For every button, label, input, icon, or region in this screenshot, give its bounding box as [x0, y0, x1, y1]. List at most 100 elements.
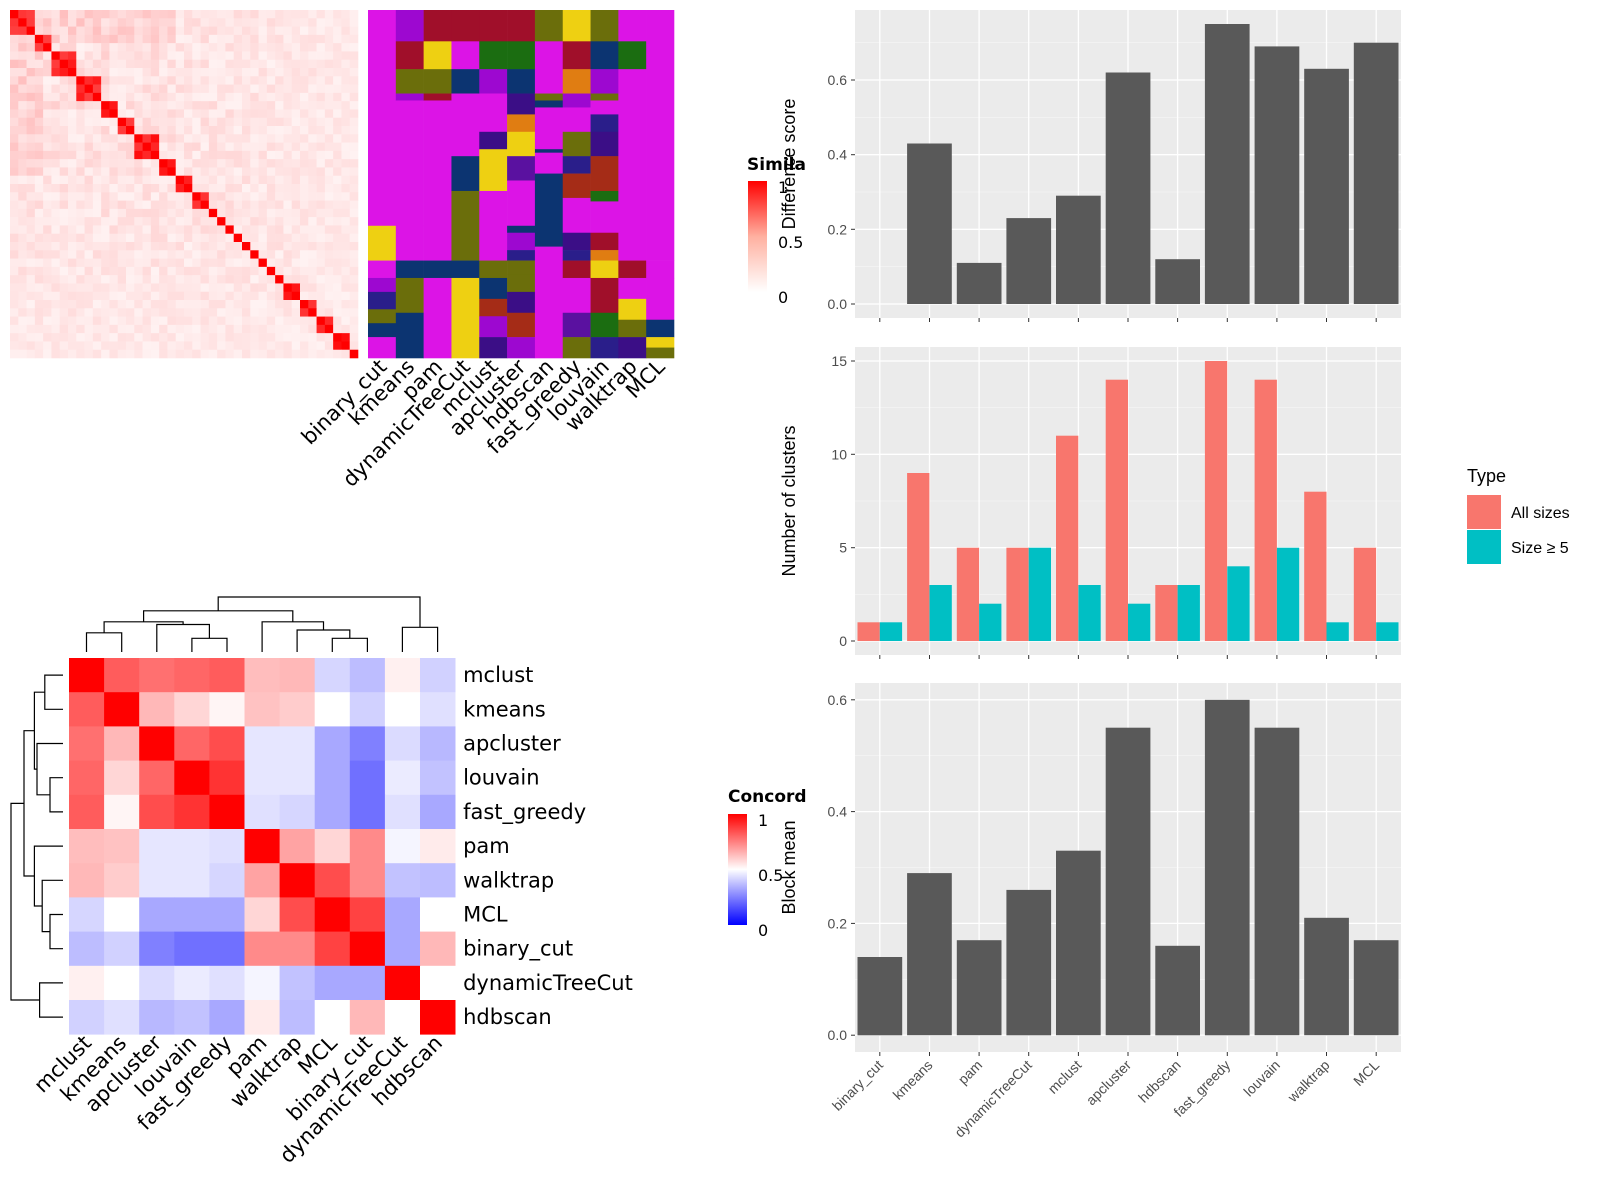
similarity-cell [101, 101, 110, 110]
similarity-cell [43, 184, 52, 193]
concordance-cell [279, 658, 316, 693]
similarity-cell [308, 84, 317, 94]
similarity-cell [333, 34, 342, 44]
similarity-cell [208, 117, 218, 127]
similarity-cell [34, 92, 44, 102]
similarity-cell [316, 333, 326, 342]
similarity-cell [184, 242, 193, 251]
similarity-cell [192, 258, 201, 268]
dendrogram-branch [401, 626, 439, 652]
similarity-cell [142, 34, 152, 44]
x-tick-label: pam [955, 1057, 986, 1088]
similarity-cell [126, 84, 135, 94]
similarity-cell [308, 217, 317, 226]
similarity-cell [192, 184, 201, 193]
similarity-cell [159, 349, 168, 359]
similarity-cell [291, 275, 301, 284]
bar [1254, 727, 1300, 1036]
concordance-cell [139, 692, 175, 727]
similarity-cell [208, 59, 218, 69]
concordance-cell [279, 965, 316, 1001]
similarity-cell [150, 92, 160, 102]
similarity-cell [59, 341, 69, 351]
similarity-cell [150, 333, 160, 342]
similarity-cell [175, 26, 185, 36]
similarity-cell [324, 109, 334, 119]
similarity-cell [109, 18, 119, 27]
similarity-cell [266, 175, 276, 185]
similarity-cell [101, 43, 110, 52]
concordance-cell [244, 794, 280, 830]
concordance-legend: Concord 1 0.5 0 [728, 787, 807, 940]
similarity-cell [300, 26, 309, 36]
similarity-cell [275, 242, 284, 251]
similarity-cell [34, 109, 44, 119]
similarity-cell [34, 258, 44, 268]
similarity-cell [175, 117, 185, 127]
cluster-assignment-cell [451, 260, 480, 279]
similarity-cell [283, 316, 293, 326]
similarity-cell [266, 134, 276, 143]
similarity-cell [167, 159, 177, 168]
concordance-cell [139, 897, 175, 932]
similarity-cell [34, 283, 44, 293]
similarity-cell [324, 175, 334, 185]
similarity-cell [308, 68, 317, 77]
similarity-cell [150, 175, 160, 185]
similarity-cell [84, 233, 94, 243]
similarity-cell [316, 84, 326, 94]
similarity-cell [217, 18, 226, 27]
similarity-cell [167, 258, 177, 268]
similarity-cell [184, 117, 193, 127]
similarity-cell [233, 51, 243, 61]
similarity-cell [101, 291, 110, 301]
similarity-cell [109, 184, 119, 193]
cluster-assignment-cell [590, 260, 619, 279]
legend-label-all-sizes: All sizes [1511, 505, 1570, 522]
cluster-assignment-cell [479, 69, 508, 94]
similarity-cell [242, 275, 251, 284]
similarity-cell [217, 200, 226, 210]
similarity-cell [159, 26, 168, 36]
similarity-cell [217, 34, 226, 44]
similarity-cell [266, 275, 276, 284]
similarity-cell [266, 167, 276, 177]
similarity-cell [333, 142, 342, 152]
cluster-assignment-cell [423, 100, 452, 261]
similarity-cell [258, 242, 268, 251]
similarity-cell [167, 167, 177, 177]
cluster-assignment-cell [479, 298, 508, 317]
similarity-cell [26, 59, 36, 69]
similarity-cell [92, 26, 102, 36]
similarity-cell [258, 10, 268, 19]
similarity-cell [266, 76, 276, 85]
concordance-cell [279, 931, 316, 967]
similarity-cell [10, 159, 19, 168]
similarity-cell [26, 175, 36, 185]
cluster-assignment-cell [507, 225, 536, 234]
similarity-cell [233, 242, 243, 251]
similarity-cell [10, 92, 19, 102]
similarity-cell [159, 134, 168, 143]
similarity-cell [333, 167, 342, 177]
similarity-cell [333, 200, 342, 210]
similarity-cell [258, 101, 268, 110]
similarity-cell [291, 26, 301, 36]
similarity-cell [266, 59, 276, 69]
similarity-cell [43, 134, 52, 143]
similarity-cell [92, 192, 102, 201]
similarity-cell [51, 167, 61, 177]
bar [1227, 566, 1250, 641]
similarity-cell [150, 291, 160, 301]
similarity-cell [349, 192, 359, 201]
similarity-cell [349, 184, 359, 193]
bar [1304, 917, 1349, 1036]
similarity-cell [266, 324, 276, 334]
similarity-cell [333, 242, 342, 251]
similarity-cell [43, 26, 52, 36]
similarity-cell [300, 126, 309, 135]
similarity-cell [34, 250, 44, 259]
similarity-cell [258, 126, 268, 135]
similarity-cell [291, 184, 301, 193]
similarity-cell [92, 324, 102, 334]
